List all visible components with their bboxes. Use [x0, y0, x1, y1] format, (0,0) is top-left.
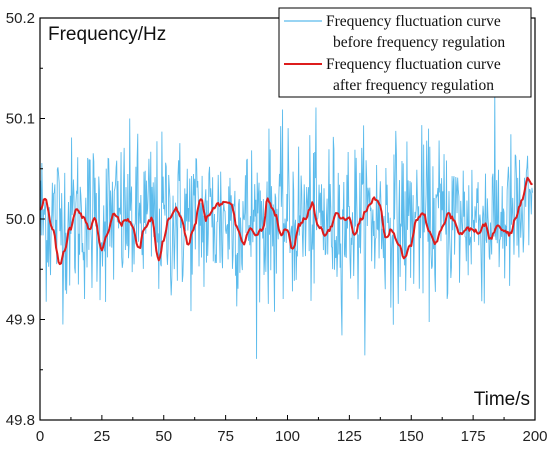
x-axis-title: Time/s [474, 389, 530, 410]
legend-label-before-line1: Frequency fluctuation curve [326, 13, 501, 30]
x-tick-label: 75 [217, 428, 234, 445]
x-tick-label: 125 [337, 428, 362, 445]
legend-box [278, 7, 532, 98]
y-axis-ticks: 49.8 49.9 50.0 50.1 50.2 [6, 10, 45, 429]
x-axis-ticks: 0 25 50 75 100 125 150 175 200 [36, 415, 548, 445]
x-tick-label: 100 [275, 428, 300, 445]
y-tick-label: 50.1 [6, 111, 35, 128]
legend: Frequency fluctuation curve before frequ… [278, 7, 532, 98]
y-tick-label: 50.2 [6, 10, 35, 27]
series-before-line [39, 88, 533, 359]
x-tick-label: 175 [461, 428, 486, 445]
legend-label-after-line1: Frequency fluctuation curve [326, 56, 501, 73]
series-before-regulation [39, 88, 533, 359]
x-tick-label: 0 [36, 428, 44, 445]
series-after-line [39, 176, 533, 266]
x-tick-label: 200 [522, 428, 547, 445]
legend-label-after-line2: after frequency regulation [333, 77, 494, 94]
y-tick-label: 49.9 [6, 312, 35, 329]
y-axis-title: Frequency/Hz [48, 24, 166, 45]
series-after-regulation [39, 176, 533, 266]
legend-label-before-line2: before frequency regulation [333, 34, 505, 51]
x-tick-label: 50 [155, 428, 172, 445]
y-tick-label: 49.8 [6, 412, 35, 429]
x-tick-label: 25 [94, 428, 111, 445]
x-tick-label: 150 [399, 428, 424, 445]
y-tick-label: 50.0 [6, 211, 35, 228]
